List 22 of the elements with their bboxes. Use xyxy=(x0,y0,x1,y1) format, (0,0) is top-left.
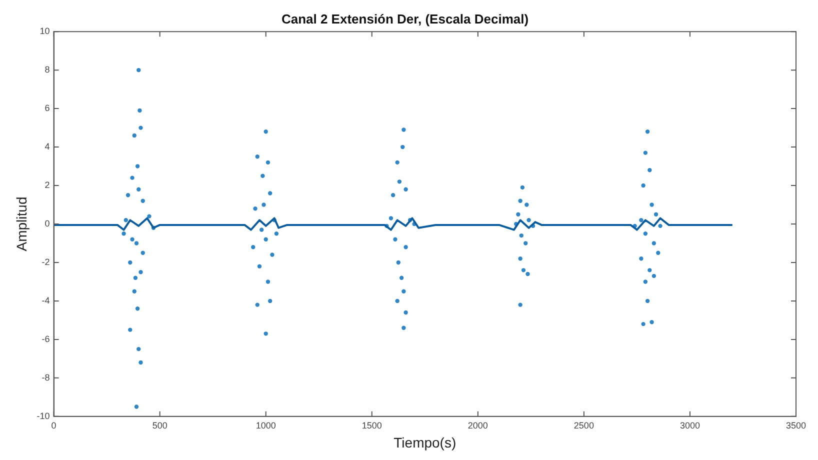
y-axis-title: Amplitud xyxy=(13,196,30,252)
y-tick-label: -10 xyxy=(36,410,50,421)
chart-title: Canal 2 Extensión Der, (Escala Decimal) xyxy=(281,11,529,26)
x-tick-label: 3500 xyxy=(786,420,806,430)
x-tick-label: 2000 xyxy=(468,420,488,430)
x-tick-label: 2500 xyxy=(574,420,594,430)
y-tick-label: 6 xyxy=(44,103,50,114)
y-tick-label: 10 xyxy=(40,26,50,36)
x-tick-label: 3000 xyxy=(680,420,700,430)
x-tick-label: 0 xyxy=(51,420,56,430)
y-tick-label: -4 xyxy=(42,295,50,306)
y-tick-label: -2 xyxy=(42,256,50,267)
y-tick-label: 4 xyxy=(44,142,50,152)
x-tick-label: 500 xyxy=(152,420,168,430)
y-tick-label: -8 xyxy=(42,372,50,382)
x-tick-label: 1500 xyxy=(362,420,382,430)
y-tick-label: -6 xyxy=(42,334,50,344)
y-tick-label: 2 xyxy=(44,180,50,190)
x-tick-label: 1000 xyxy=(256,420,276,430)
x-axis-title: Tiempo(s) xyxy=(394,434,456,450)
y-tick-label: 8 xyxy=(44,64,50,75)
y-tick-label: 0 xyxy=(44,218,50,228)
